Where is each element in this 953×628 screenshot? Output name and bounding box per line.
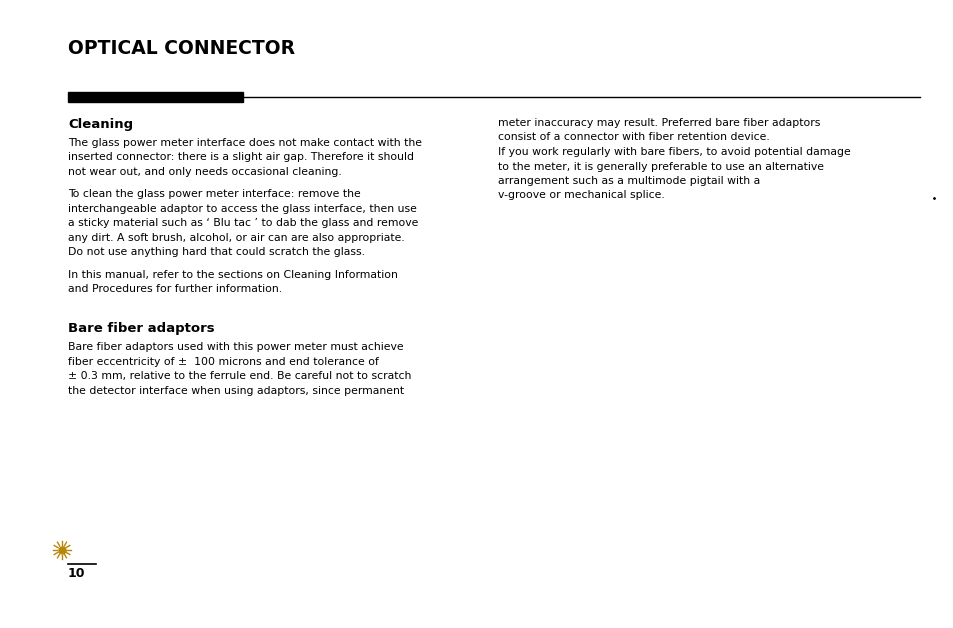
Text: The glass power meter interface does not make contact with the: The glass power meter interface does not… (68, 138, 421, 148)
Text: any dirt. A soft brush, alcohol, or air can are also appropriate.: any dirt. A soft brush, alcohol, or air … (68, 232, 404, 242)
Text: interchangeable adaptor to access the glass interface, then use: interchangeable adaptor to access the gl… (68, 203, 416, 214)
Text: not wear out, and only needs occasional cleaning.: not wear out, and only needs occasional … (68, 166, 341, 176)
Text: Cleaning: Cleaning (68, 118, 133, 131)
Text: to the meter, it is generally preferable to use an alternative: to the meter, it is generally preferable… (497, 161, 823, 171)
Text: inserted connector: there is a slight air gap. Therefore it should: inserted connector: there is a slight ai… (68, 152, 414, 162)
Text: meter inaccuracy may result. Preferred bare fiber adaptors: meter inaccuracy may result. Preferred b… (497, 118, 820, 128)
Text: Bare fiber adaptors: Bare fiber adaptors (68, 322, 214, 335)
Text: In this manual, refer to the sections on Cleaning Information: In this manual, refer to the sections on… (68, 269, 397, 279)
Text: Bare fiber adaptors used with this power meter must achieve: Bare fiber adaptors used with this power… (68, 342, 403, 352)
Text: arrangement such as a multimode pigtail with a: arrangement such as a multimode pigtail … (497, 176, 760, 186)
Text: consist of a connector with fiber retention device.: consist of a connector with fiber retent… (497, 133, 769, 143)
Text: the detector interface when using adaptors, since permanent: the detector interface when using adapto… (68, 386, 404, 396)
Text: To clean the glass power meter interface: remove the: To clean the glass power meter interface… (68, 189, 360, 199)
Text: ± 0.3 mm, relative to the ferrule end. Be careful not to scratch: ± 0.3 mm, relative to the ferrule end. B… (68, 371, 411, 381)
Text: OPTICAL CONNECTOR: OPTICAL CONNECTOR (68, 39, 294, 58)
Text: fiber eccentricity of ±  100 microns and end tolerance of: fiber eccentricity of ± 100 microns and … (68, 357, 378, 367)
Text: If you work regularly with bare fibers, to avoid potential damage: If you work regularly with bare fibers, … (497, 147, 850, 157)
Text: and Procedures for further information.: and Procedures for further information. (68, 284, 282, 294)
Text: v-groove or mechanical splice.: v-groove or mechanical splice. (497, 190, 664, 200)
Text: Do not use anything hard that could scratch the glass.: Do not use anything hard that could scra… (68, 247, 365, 257)
Text: 10: 10 (68, 567, 86, 580)
Bar (68, 92, 242, 102)
Text: a sticky material such as ‘ Blu tac ’ to dab the glass and remove: a sticky material such as ‘ Blu tac ’ to… (68, 218, 418, 228)
